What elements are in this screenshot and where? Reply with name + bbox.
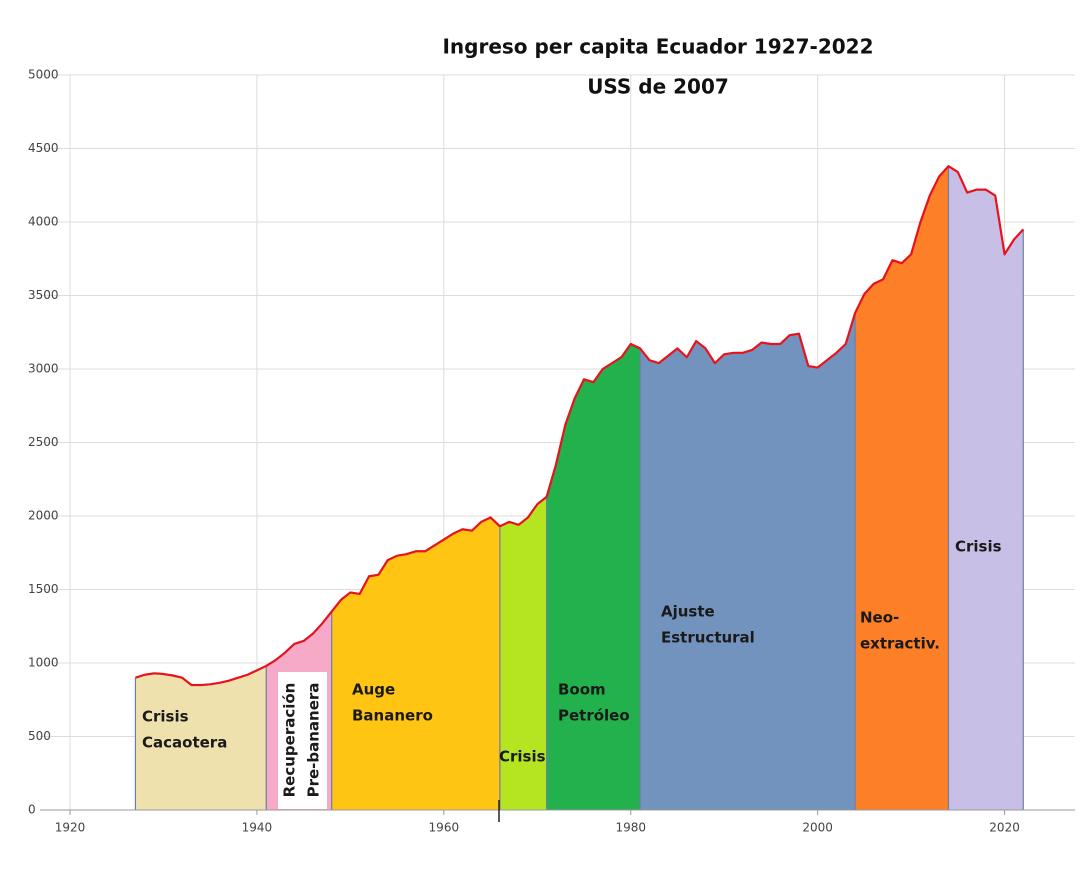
period-label: Estructural: [661, 629, 755, 647]
y-tick-label: 4500: [28, 141, 59, 155]
period-label: Petróleo: [558, 707, 630, 725]
period-label: Pre-bananera: [305, 683, 323, 798]
period-label: Neo-: [860, 609, 899, 627]
period-area: [135, 665, 267, 810]
period-label: Crisis: [142, 708, 189, 726]
y-tick-label: 4000: [28, 215, 59, 229]
period-label: Boom: [558, 681, 606, 699]
chart-title: Ingreso per capita Ecuador 1927-2022: [442, 35, 873, 59]
period-label: extractiv.: [860, 635, 940, 653]
period-label: Cacaotera: [142, 734, 227, 752]
period-area: [855, 166, 949, 810]
period-area: [546, 344, 641, 810]
y-tick-label: 500: [28, 729, 51, 743]
period-label: Crisis: [955, 538, 1002, 556]
y-tick-label: 5000: [28, 68, 59, 82]
x-tick-label: 1920: [55, 821, 86, 835]
y-tick-label: 2000: [28, 509, 59, 523]
x-tick-label: 1960: [429, 821, 460, 835]
period-area: [948, 166, 1024, 810]
period-label: Ajuste: [661, 603, 715, 621]
chart-subtitle: USS de 2007: [587, 75, 729, 99]
period-area: [640, 313, 856, 810]
y-tick-label: 0: [28, 803, 36, 817]
x-tick-label: 1980: [615, 821, 646, 835]
y-tick-label: 1500: [28, 582, 59, 596]
period-label: Auge: [352, 681, 395, 699]
y-tick-label: 1000: [28, 656, 59, 670]
x-tick-label: 1940: [242, 821, 273, 835]
period-label: Recuperación: [281, 683, 299, 798]
y-tick-label: 3000: [28, 362, 59, 376]
y-tick-label: 3500: [28, 288, 59, 302]
period-area: [331, 517, 500, 810]
y-tick-label: 2500: [28, 435, 59, 449]
period-label: Bananero: [352, 707, 433, 725]
data-line: [135, 165, 1025, 687]
period-label: Crisis: [499, 748, 546, 766]
period-area: [499, 496, 547, 810]
x-tick-label: 2020: [989, 821, 1020, 835]
x-tick-label: 2000: [802, 821, 833, 835]
label-box: [278, 672, 327, 809]
